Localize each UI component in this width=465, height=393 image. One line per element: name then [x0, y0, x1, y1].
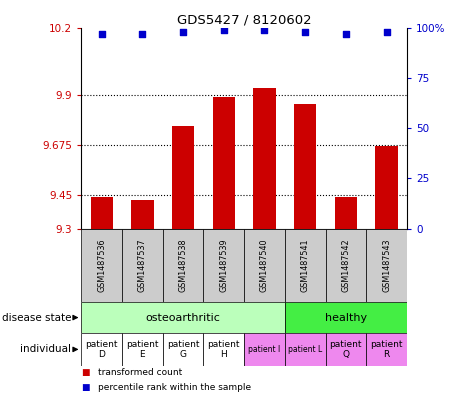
Text: patient
E: patient E [126, 340, 159, 359]
Bar [326, 332, 366, 366]
Bar [163, 332, 203, 366]
Text: GSM1487542: GSM1487542 [341, 239, 350, 292]
Text: patient L: patient L [288, 345, 322, 354]
Bar [326, 229, 366, 303]
Bar [285, 332, 326, 366]
Text: GSM1487537: GSM1487537 [138, 239, 147, 292]
Bar [163, 229, 203, 303]
Text: GSM1487540: GSM1487540 [260, 239, 269, 292]
Text: individual: individual [20, 344, 71, 354]
Bar [253, 88, 276, 229]
Text: GSM1487536: GSM1487536 [97, 239, 106, 292]
Text: ■: ■ [81, 368, 90, 377]
Bar [285, 303, 407, 332]
Text: patient I: patient I [248, 345, 280, 354]
Point [261, 26, 268, 33]
Bar [375, 146, 398, 229]
Text: patient
D: patient D [86, 340, 118, 359]
Text: patient
G: patient G [167, 340, 199, 359]
Text: patient
Q: patient Q [330, 340, 362, 359]
Text: GSM1487541: GSM1487541 [301, 239, 310, 292]
Bar [203, 332, 244, 366]
Bar [294, 103, 316, 229]
Bar [122, 229, 163, 303]
Text: disease state: disease state [2, 312, 71, 323]
Title: GDS5427 / 8120602: GDS5427 / 8120602 [177, 13, 312, 26]
Bar [81, 303, 285, 332]
Point [139, 30, 146, 37]
Text: percentile rank within the sample: percentile rank within the sample [98, 383, 251, 392]
Point [220, 26, 227, 33]
Text: GSM1487539: GSM1487539 [219, 239, 228, 292]
Bar [81, 332, 122, 366]
Point [98, 30, 106, 37]
Text: ■: ■ [81, 383, 90, 392]
Bar [213, 97, 235, 229]
Bar [366, 332, 407, 366]
Point [301, 28, 309, 35]
Text: healthy: healthy [325, 312, 367, 323]
Bar [366, 229, 407, 303]
Bar [244, 332, 285, 366]
Text: GSM1487543: GSM1487543 [382, 239, 391, 292]
Text: patient
H: patient H [207, 340, 240, 359]
Text: GSM1487538: GSM1487538 [179, 239, 187, 292]
Bar [244, 229, 285, 303]
Bar [172, 126, 194, 229]
Point [342, 30, 350, 37]
Text: patient
R: patient R [370, 340, 403, 359]
Bar [131, 200, 153, 229]
Text: transformed count: transformed count [98, 368, 182, 377]
Point [383, 28, 390, 35]
Bar [81, 229, 122, 303]
Bar [285, 229, 326, 303]
Point [179, 28, 187, 35]
Bar [203, 229, 244, 303]
Bar [122, 332, 163, 366]
Bar [335, 197, 357, 229]
Text: osteoarthritic: osteoarthritic [146, 312, 220, 323]
Bar [91, 197, 113, 229]
